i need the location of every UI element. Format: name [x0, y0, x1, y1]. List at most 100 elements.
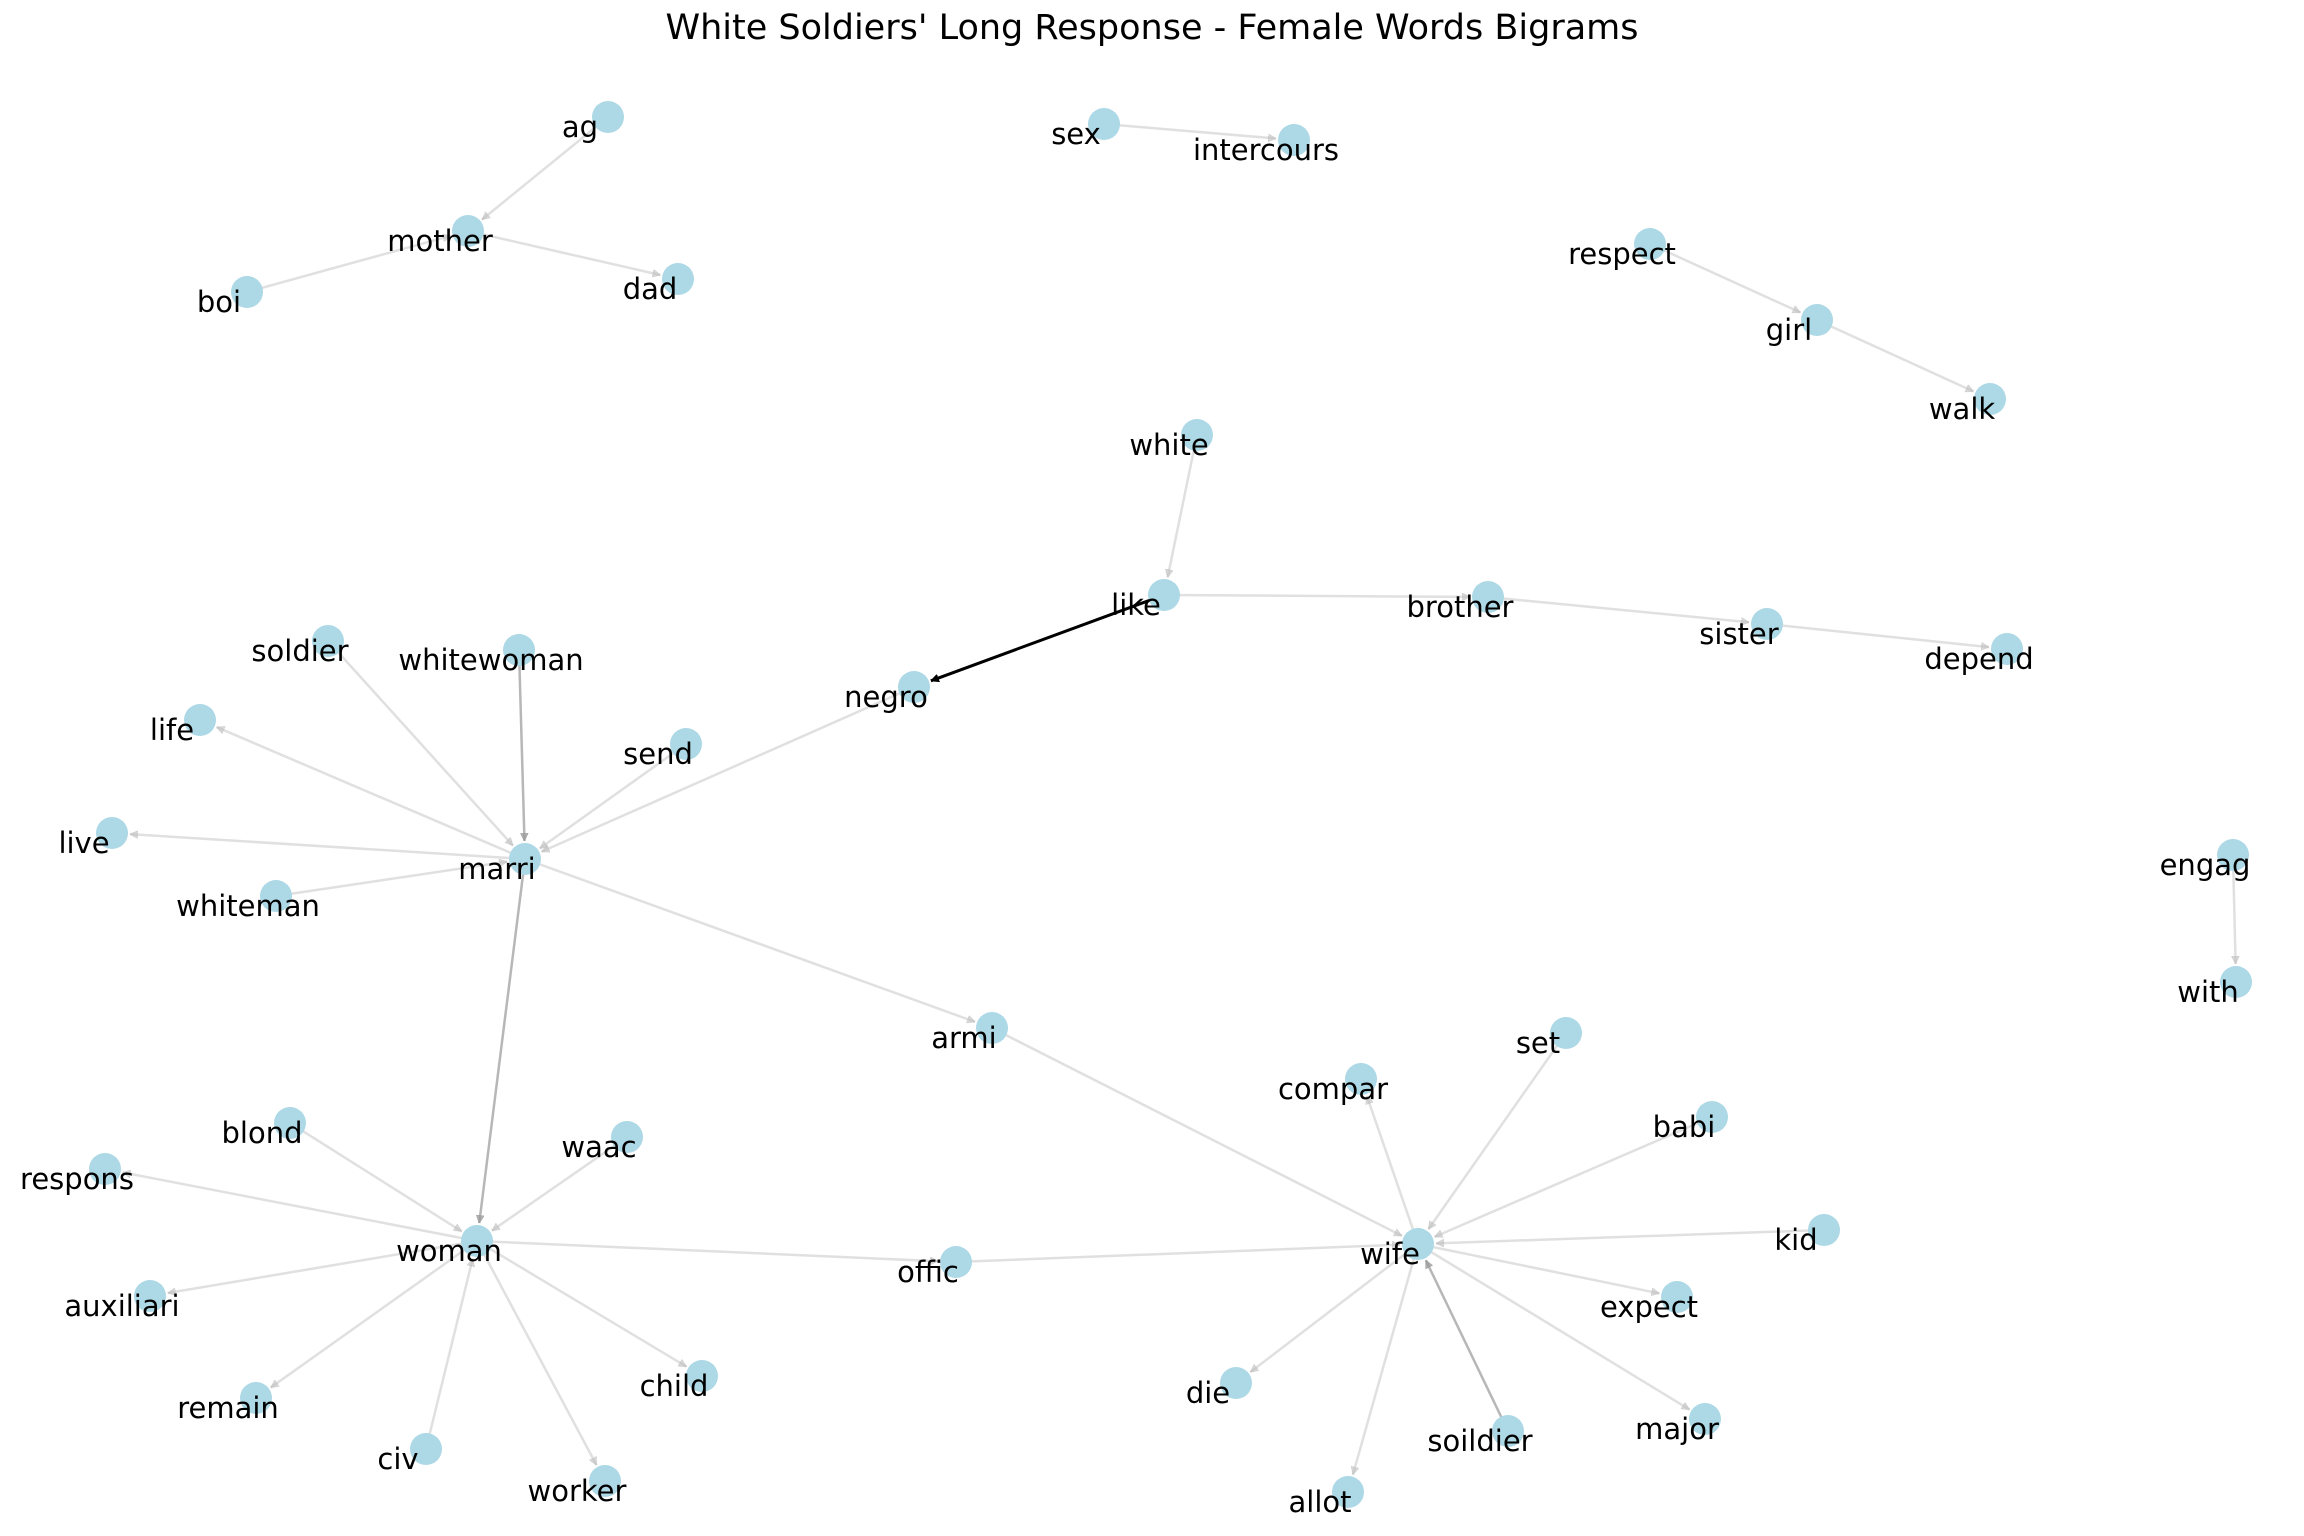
- edge-wife-to-compar: [1367, 1096, 1420, 1245]
- edge-babi-to-wife: [1435, 1115, 1713, 1239]
- label-layer: ag mother boi dad sex intercours respect girl wa…: [20, 110, 2250, 1519]
- edge-woman-to-auxiliari: [168, 1239, 478, 1293]
- node-with: [2220, 966, 2252, 998]
- node-label-white: white: [1129, 428, 1208, 462]
- node-label-depend: depend: [1924, 642, 2033, 676]
- node-label-intercours: intercours: [1193, 133, 1339, 167]
- node-depend: [1991, 633, 2023, 665]
- node-marri: [509, 843, 541, 875]
- node-engag: [2217, 839, 2249, 871]
- node-label-waac: waac: [561, 1130, 636, 1164]
- node-label-wife: wife: [1360, 1237, 1420, 1271]
- edge-marri-to-life: [217, 725, 526, 861]
- node-life: [184, 704, 216, 736]
- edge-wife-to-major: [1417, 1242, 1690, 1411]
- edge-whiteman-to-marri: [275, 862, 507, 898]
- node-woman: [461, 1225, 493, 1257]
- edge-brother-to-sister: [1487, 595, 1749, 622]
- edge-armi-to-wife: [991, 1026, 1402, 1237]
- node-major: [1689, 1403, 1721, 1435]
- node-compar: [1345, 1063, 1377, 1095]
- node-label-woman: woman: [396, 1234, 502, 1268]
- node-child: [686, 1360, 718, 1392]
- node-layer: [89, 101, 2252, 1508]
- edge-soldier-to-marri: [327, 640, 514, 847]
- node-label-respons: respons: [20, 1162, 134, 1196]
- node-label-whitewoman: whitewoman: [398, 643, 583, 677]
- node-send: [670, 728, 702, 760]
- edge-sister-to-depend: [1766, 622, 1989, 647]
- node-mother: [452, 215, 484, 247]
- edge-kid-to-wife: [1436, 1228, 1825, 1243]
- edge-sex-to-intercours: [1103, 122, 1276, 138]
- node-label-mother: mother: [387, 224, 493, 258]
- edge-wife-to-expect: [1417, 1242, 1659, 1293]
- node-label-soildier: soildier: [1427, 1424, 1532, 1458]
- node-blond: [274, 1107, 306, 1139]
- edge-boi-to-mother: [246, 236, 451, 294]
- node-like: [1148, 579, 1180, 611]
- edge-engag-to-with: [2233, 854, 2236, 964]
- node-label-live: live: [58, 826, 109, 860]
- node-die: [1220, 1367, 1252, 1399]
- edge-layer: [123, 116, 2236, 1475]
- node-label-engag: engag: [2160, 848, 2251, 882]
- edge-wife-to-allot: [1353, 1243, 1420, 1475]
- node-worker: [589, 1465, 621, 1497]
- node-label-armi: armi: [931, 1021, 997, 1055]
- node-label-boi: boi: [197, 285, 241, 319]
- node-label-soldier: soldier: [251, 634, 348, 668]
- node-brother: [1472, 581, 1504, 613]
- node-label-girl: girl: [1766, 313, 1812, 347]
- edge-waac-to-woman: [492, 1135, 628, 1232]
- node-label-send: send: [623, 737, 693, 771]
- node-label-die: die: [1186, 1376, 1230, 1410]
- edge-woman-to-remain: [271, 1239, 478, 1389]
- edge-soildier-to-wife: [1424, 1260, 1510, 1432]
- node-intercours: [1278, 124, 1310, 156]
- edge-woman-to-child: [476, 1239, 687, 1368]
- node-negro: [898, 671, 930, 703]
- node-respect: [1634, 228, 1666, 260]
- node-remain: [240, 1382, 272, 1414]
- edge-blond-to-woman: [289, 1121, 462, 1233]
- node-label-blond: blond: [222, 1116, 303, 1150]
- node-label-worker: worker: [528, 1474, 627, 1508]
- node-label-remain: remain: [177, 1391, 279, 1425]
- node-label-dad: dad: [623, 272, 678, 306]
- node-sister: [1751, 608, 1783, 640]
- edge-girl-to-walk: [1816, 318, 1974, 393]
- node-respons: [89, 1153, 121, 1185]
- node-label-negro: negro: [844, 680, 928, 714]
- node-offic: [940, 1246, 972, 1278]
- node-whiteman: [260, 880, 292, 912]
- node-soildier: [1492, 1415, 1524, 1447]
- edge-respect-to-girl: [1649, 242, 1801, 314]
- node-ag: [592, 101, 624, 133]
- edge-set-to-wife: [1427, 1032, 1568, 1229]
- edge-like-to-brother: [1163, 595, 1470, 597]
- node-label-allot: allot: [1289, 1485, 1352, 1519]
- edge-wife-to-die: [1249, 1243, 1419, 1374]
- node-expect: [1661, 1281, 1693, 1313]
- node-label-babi: babi: [1653, 1110, 1716, 1144]
- node-dad: [662, 263, 694, 295]
- node-civ: [410, 1433, 442, 1465]
- node-label-sister: sister: [1699, 617, 1778, 651]
- node-kid: [1808, 1214, 1840, 1246]
- edge-woman-to-worker: [475, 1240, 598, 1465]
- edge-marri-to-armi: [524, 857, 975, 1022]
- node-label-walk: walk: [1929, 392, 1996, 426]
- node-boi: [231, 276, 263, 308]
- node-label-ag: ag: [562, 110, 598, 144]
- edge-marri-to-live: [130, 834, 526, 861]
- node-wife: [1402, 1228, 1434, 1260]
- node-label-life: life: [150, 713, 194, 747]
- node-label-whiteman: whiteman: [176, 889, 320, 923]
- node-label-marri: marri: [458, 852, 535, 886]
- node-allot: [1332, 1476, 1364, 1508]
- node-label-major: major: [1635, 1412, 1719, 1446]
- node-label-child: child: [640, 1369, 709, 1403]
- node-label-with: with: [2177, 975, 2239, 1009]
- edge-mother-to-dad: [467, 229, 660, 275]
